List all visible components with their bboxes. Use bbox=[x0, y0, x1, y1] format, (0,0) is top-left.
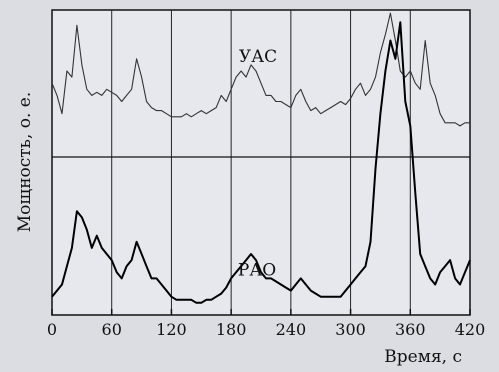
x-axis-label: Время, с bbox=[384, 347, 462, 367]
x-tick-label: 420 bbox=[455, 320, 486, 339]
grid bbox=[111, 10, 411, 315]
series-group bbox=[51, 12, 471, 304]
y-axis-label: Мощность, о. е. bbox=[15, 92, 35, 233]
x-tick-label: 360 bbox=[395, 320, 426, 339]
x-tick-label: 300 bbox=[335, 320, 366, 339]
x-tick-label: 60 bbox=[102, 320, 122, 339]
x-tick-labels: 0 60 120 180 240 300 360 420 bbox=[47, 309, 485, 339]
series-annotation: РАО bbox=[238, 260, 276, 280]
series-line-rao bbox=[51, 21, 471, 304]
annotations: УАС РАО bbox=[238, 47, 277, 281]
x-tick-label: 120 bbox=[156, 320, 187, 339]
plot-frame bbox=[51, 9, 471, 316]
x-tick-label: 180 bbox=[216, 320, 247, 339]
x-tick-label: 240 bbox=[276, 320, 307, 339]
x-tick-label: 0 bbox=[47, 320, 57, 339]
series-annotation: УАС bbox=[239, 47, 277, 67]
series-line-uac bbox=[51, 12, 470, 127]
